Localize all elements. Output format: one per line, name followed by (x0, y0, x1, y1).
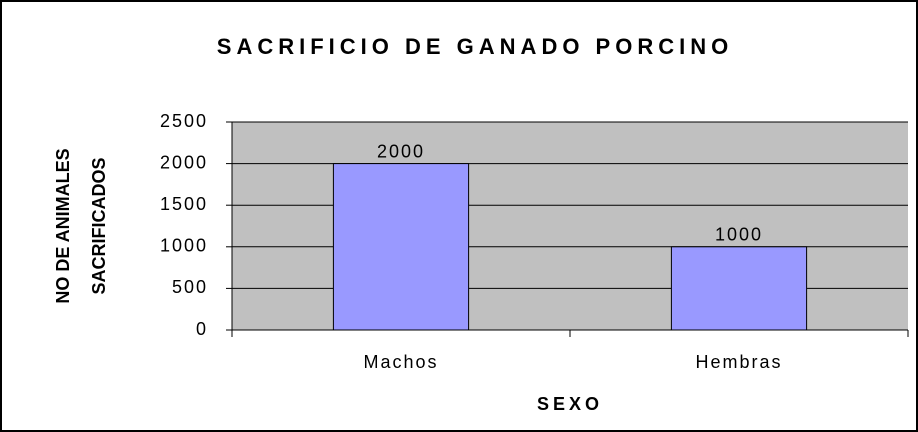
y-tick-label: 2500 (160, 111, 208, 131)
y-tick-label: 500 (172, 277, 208, 297)
x-axis-label: SEXO (537, 394, 603, 414)
y-axis-label: NO DE ANIMALES (53, 148, 73, 303)
x-tick-label: Machos (363, 352, 438, 372)
y-tick-label: 0 (196, 319, 208, 339)
y-tick-label: 1000 (160, 236, 208, 256)
bar (332, 163, 470, 331)
x-tick-label: Hembras (695, 352, 782, 372)
bar (670, 246, 808, 331)
data-label: 2000 (377, 141, 425, 161)
y-tick-label: 2000 (160, 152, 208, 172)
y-tick-label: 1500 (160, 194, 208, 214)
data-label: 1000 (715, 225, 763, 245)
y-axis-label: SACRIFICADOS (89, 157, 109, 294)
chart-title: SACRIFICIO DE GANADO PORCINO (217, 34, 733, 59)
